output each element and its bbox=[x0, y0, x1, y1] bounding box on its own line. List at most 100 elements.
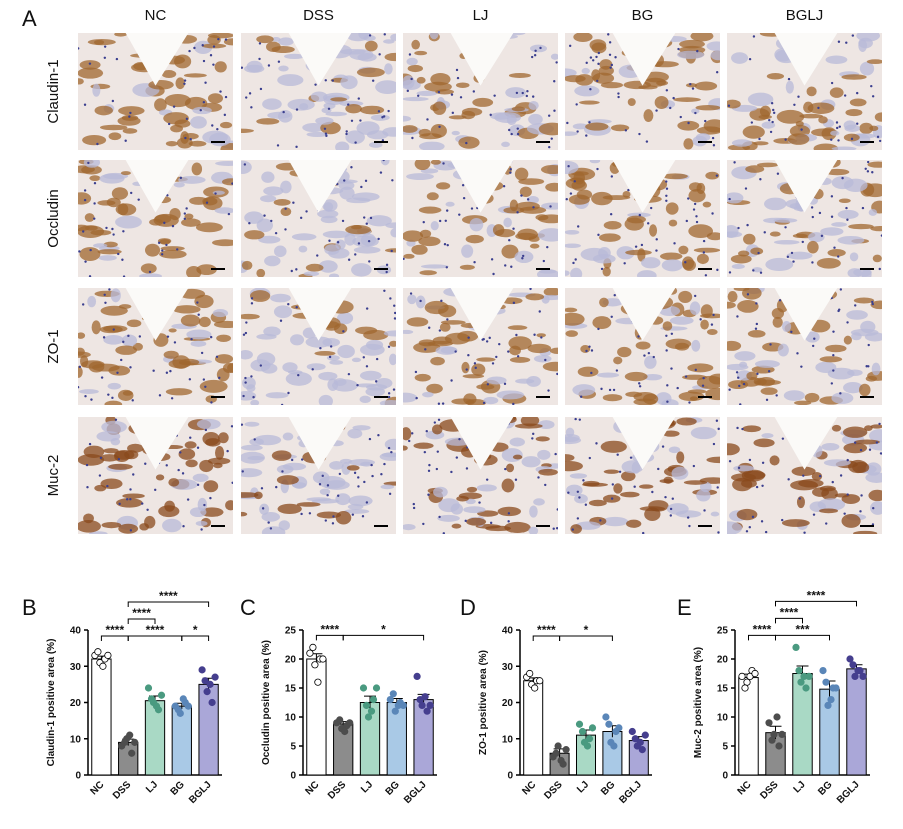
cell bbox=[825, 344, 847, 353]
nucleus bbox=[276, 144, 280, 147]
cell bbox=[792, 233, 808, 238]
cell bbox=[540, 164, 558, 175]
cell bbox=[344, 508, 370, 514]
cell bbox=[812, 487, 830, 497]
cell bbox=[384, 52, 396, 62]
nucleus bbox=[252, 395, 255, 399]
nucleus bbox=[467, 353, 470, 357]
nucleus bbox=[290, 269, 293, 273]
cell bbox=[173, 182, 185, 188]
nucleus bbox=[597, 327, 600, 331]
cell bbox=[710, 511, 720, 517]
nucleus bbox=[508, 239, 511, 242]
nucleus bbox=[696, 49, 699, 53]
nucleus bbox=[742, 382, 746, 386]
nucleus bbox=[728, 388, 731, 391]
data-point bbox=[203, 688, 211, 696]
nucleus bbox=[190, 338, 193, 341]
nucleus bbox=[456, 76, 460, 80]
cell bbox=[335, 141, 350, 150]
x-tick-label: BG bbox=[169, 779, 188, 798]
nucleus bbox=[459, 96, 463, 99]
nucleus bbox=[512, 227, 515, 230]
cell bbox=[192, 473, 209, 482]
cell bbox=[382, 127, 396, 137]
nucleus bbox=[552, 527, 555, 530]
cell bbox=[164, 500, 175, 512]
nucleus bbox=[129, 498, 132, 501]
cell bbox=[87, 295, 97, 308]
cell bbox=[215, 445, 225, 460]
cell bbox=[437, 514, 460, 522]
cell bbox=[700, 304, 713, 318]
nucleus bbox=[531, 437, 534, 440]
cell bbox=[696, 489, 711, 502]
micrograph bbox=[241, 160, 396, 277]
nucleus bbox=[638, 385, 642, 388]
cell bbox=[411, 39, 420, 50]
nucleus bbox=[684, 375, 688, 378]
nucleus bbox=[592, 59, 595, 62]
nucleus bbox=[259, 87, 263, 91]
nucleus bbox=[575, 103, 578, 106]
cell bbox=[403, 96, 429, 102]
nucleus bbox=[96, 142, 99, 146]
nucleus bbox=[638, 213, 642, 217]
cell bbox=[536, 269, 558, 277]
cell bbox=[846, 310, 868, 320]
cell bbox=[411, 244, 428, 255]
nucleus bbox=[231, 481, 233, 484]
nucleus bbox=[610, 175, 614, 178]
nucleus bbox=[695, 215, 698, 218]
y-tick-label: 15 bbox=[717, 684, 729, 695]
nucleus bbox=[651, 490, 654, 494]
cell bbox=[438, 498, 460, 513]
nucleus bbox=[485, 478, 489, 481]
cell bbox=[602, 266, 611, 277]
nucleus bbox=[737, 466, 741, 470]
cell bbox=[184, 441, 197, 449]
y-tick-label: 5 bbox=[722, 742, 728, 753]
data-point bbox=[421, 693, 429, 701]
cell bbox=[264, 255, 281, 267]
nucleus bbox=[613, 294, 616, 297]
cell bbox=[247, 455, 265, 461]
nucleus bbox=[597, 62, 600, 66]
nucleus bbox=[112, 328, 115, 331]
cell bbox=[625, 249, 652, 256]
nucleus bbox=[588, 121, 591, 124]
cell bbox=[781, 519, 810, 527]
significance-bracket bbox=[127, 601, 210, 607]
data-point bbox=[751, 669, 759, 678]
nucleus bbox=[482, 337, 485, 341]
cell bbox=[256, 35, 274, 44]
nucleus bbox=[710, 323, 714, 326]
data-point bbox=[423, 707, 431, 715]
nucleus bbox=[410, 77, 413, 81]
nucleus bbox=[812, 513, 816, 516]
cell bbox=[501, 244, 519, 259]
nucleus bbox=[699, 318, 702, 321]
x-tick-label: LJ bbox=[575, 779, 591, 795]
cell bbox=[163, 112, 189, 125]
cell bbox=[530, 44, 548, 53]
nucleus bbox=[202, 101, 206, 104]
nucleus bbox=[172, 105, 176, 108]
nucleus bbox=[365, 307, 369, 310]
cell bbox=[282, 362, 298, 373]
nucleus bbox=[638, 132, 641, 136]
cell bbox=[763, 197, 787, 211]
cell bbox=[795, 120, 804, 127]
x-tick-label: BGLJ bbox=[402, 779, 429, 806]
data-point bbox=[765, 719, 773, 727]
data-point bbox=[157, 691, 166, 699]
x-tick-label: BGLJ bbox=[835, 779, 862, 806]
lumen bbox=[612, 160, 676, 213]
data-point bbox=[583, 742, 592, 750]
x-tick-label: LJ bbox=[359, 779, 375, 795]
cell bbox=[184, 96, 208, 110]
nucleus bbox=[186, 498, 190, 501]
nucleus bbox=[389, 297, 392, 300]
nucleus bbox=[218, 376, 221, 380]
cell bbox=[352, 425, 371, 431]
